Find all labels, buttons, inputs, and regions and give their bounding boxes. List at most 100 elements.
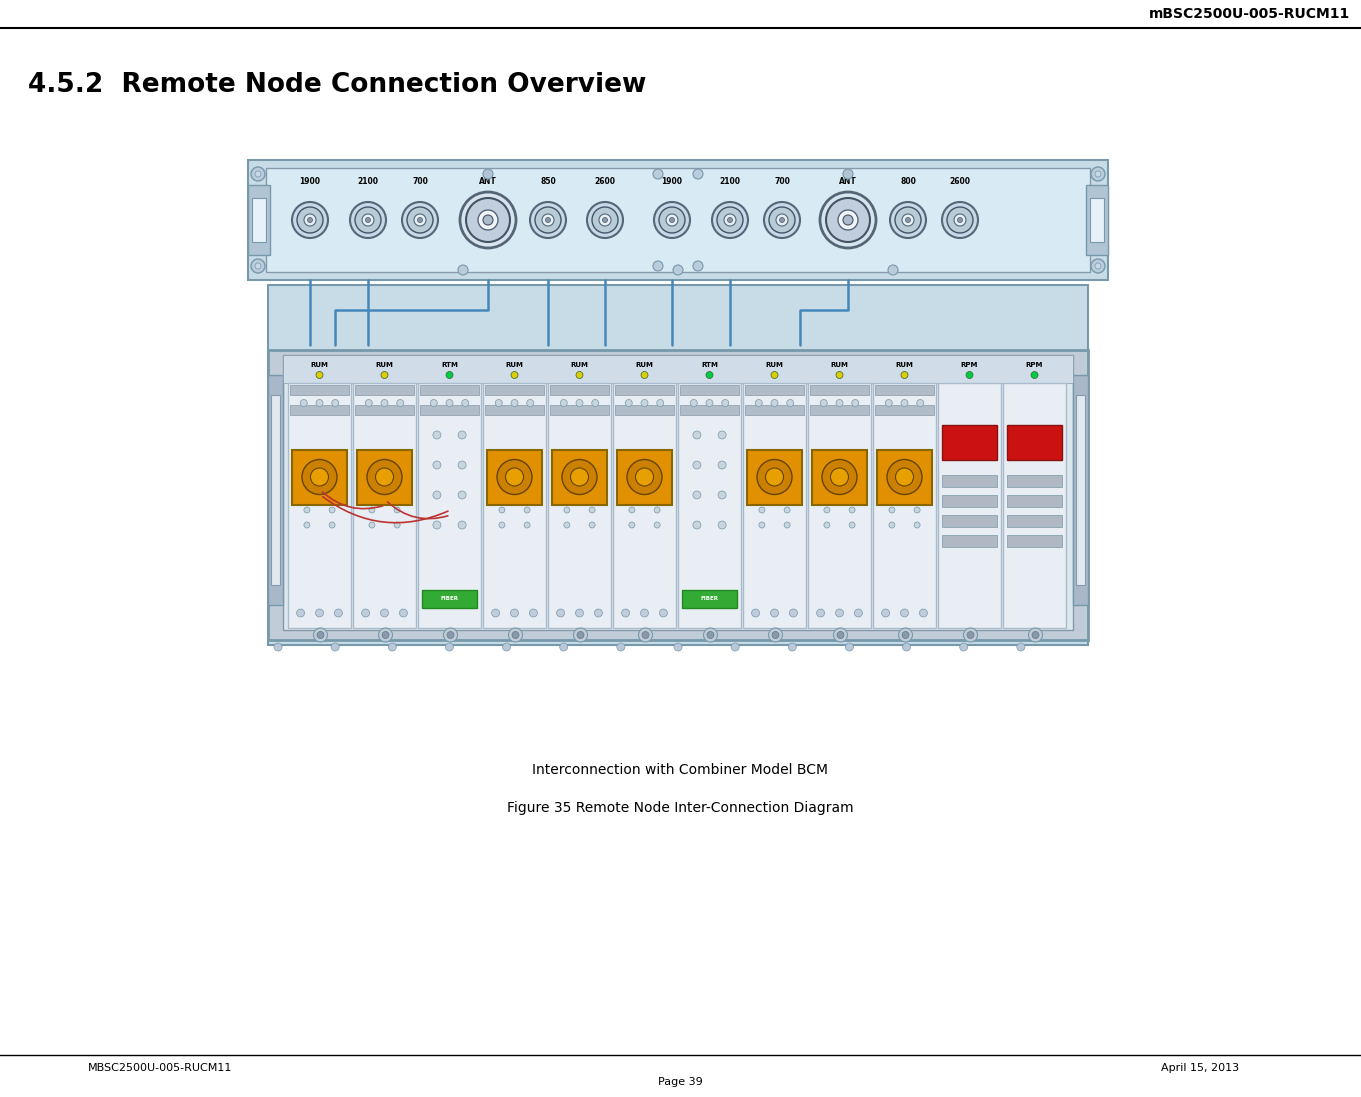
Bar xyxy=(268,375,283,606)
Bar xyxy=(744,405,804,415)
Bar xyxy=(1086,185,1108,255)
Bar xyxy=(810,385,870,395)
Circle shape xyxy=(889,507,896,513)
Circle shape xyxy=(367,460,401,495)
Text: Interconnection with Combiner Model BCM: Interconnection with Combiner Model BCM xyxy=(532,764,827,777)
Bar xyxy=(283,355,1072,630)
Circle shape xyxy=(302,460,338,495)
Circle shape xyxy=(301,399,308,407)
Circle shape xyxy=(297,609,305,617)
Circle shape xyxy=(787,399,793,407)
Circle shape xyxy=(331,643,339,651)
Circle shape xyxy=(706,399,713,407)
Circle shape xyxy=(250,259,265,273)
Circle shape xyxy=(502,643,510,651)
Circle shape xyxy=(433,461,441,470)
Circle shape xyxy=(836,609,844,617)
Circle shape xyxy=(499,522,505,528)
Circle shape xyxy=(563,507,570,513)
Bar xyxy=(1007,514,1062,527)
Circle shape xyxy=(369,522,374,528)
Circle shape xyxy=(461,399,468,407)
Circle shape xyxy=(764,202,800,238)
Circle shape xyxy=(712,202,749,238)
Circle shape xyxy=(902,632,909,638)
Bar xyxy=(252,197,265,242)
Bar xyxy=(743,383,806,627)
Circle shape xyxy=(706,632,715,638)
Text: RUM: RUM xyxy=(570,362,588,367)
Circle shape xyxy=(1029,627,1043,642)
Circle shape xyxy=(595,609,603,617)
Circle shape xyxy=(855,609,863,617)
Bar xyxy=(942,514,998,527)
Bar xyxy=(290,385,348,395)
Circle shape xyxy=(350,202,387,238)
Circle shape xyxy=(446,399,453,407)
Bar xyxy=(421,385,479,395)
Bar xyxy=(747,450,802,505)
Circle shape xyxy=(693,261,704,271)
Bar xyxy=(1007,495,1062,507)
Text: RPM: RPM xyxy=(1026,362,1043,367)
Circle shape xyxy=(830,468,848,486)
Circle shape xyxy=(905,217,911,223)
Circle shape xyxy=(896,468,913,486)
Circle shape xyxy=(887,460,921,495)
Circle shape xyxy=(629,507,634,513)
Circle shape xyxy=(304,507,310,513)
Circle shape xyxy=(636,468,653,486)
Circle shape xyxy=(642,632,649,638)
Circle shape xyxy=(836,399,842,407)
Circle shape xyxy=(719,491,727,499)
Circle shape xyxy=(627,460,661,495)
Circle shape xyxy=(966,372,973,378)
Bar xyxy=(813,450,867,505)
Circle shape xyxy=(757,460,792,495)
Circle shape xyxy=(902,643,911,651)
Circle shape xyxy=(693,491,701,499)
Circle shape xyxy=(770,372,778,378)
Text: ANT: ANT xyxy=(840,178,857,186)
Circle shape xyxy=(529,202,566,238)
Circle shape xyxy=(559,643,568,651)
Bar xyxy=(1090,197,1104,242)
Bar xyxy=(550,385,608,395)
Bar xyxy=(289,383,351,627)
Bar xyxy=(290,405,348,415)
Circle shape xyxy=(365,399,373,407)
Circle shape xyxy=(915,507,920,513)
Circle shape xyxy=(724,214,736,226)
Circle shape xyxy=(958,217,962,223)
Circle shape xyxy=(255,171,261,177)
Text: 2100: 2100 xyxy=(720,178,740,186)
Circle shape xyxy=(304,522,310,528)
Circle shape xyxy=(459,461,465,470)
Circle shape xyxy=(369,507,374,513)
Circle shape xyxy=(826,197,870,242)
Text: FIBER: FIBER xyxy=(701,597,719,601)
Bar xyxy=(942,535,998,547)
Circle shape xyxy=(821,399,827,407)
Circle shape xyxy=(960,643,968,651)
Circle shape xyxy=(789,609,798,617)
Text: Figure 35 Remote Node Inter-Connection Diagram: Figure 35 Remote Node Inter-Connection D… xyxy=(506,801,853,815)
Circle shape xyxy=(833,627,848,642)
Circle shape xyxy=(823,522,830,528)
Circle shape xyxy=(622,609,630,617)
Circle shape xyxy=(823,507,830,513)
Circle shape xyxy=(901,372,908,378)
Circle shape xyxy=(362,214,374,226)
Text: RUM: RUM xyxy=(376,362,393,367)
Circle shape xyxy=(885,399,893,407)
Circle shape xyxy=(509,627,523,642)
Bar xyxy=(421,405,479,415)
Circle shape xyxy=(719,461,727,470)
Circle shape xyxy=(310,468,328,486)
Circle shape xyxy=(890,202,925,238)
Circle shape xyxy=(917,399,924,407)
Circle shape xyxy=(293,202,328,238)
Bar xyxy=(283,355,1072,383)
Circle shape xyxy=(659,609,667,617)
Circle shape xyxy=(527,399,534,407)
